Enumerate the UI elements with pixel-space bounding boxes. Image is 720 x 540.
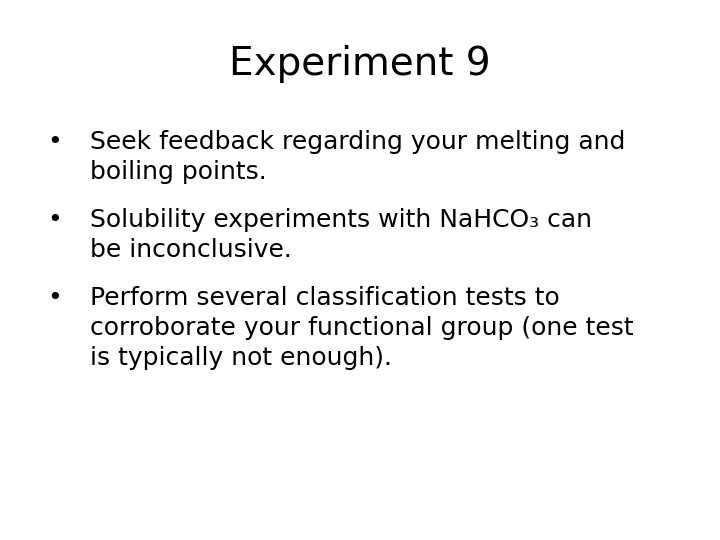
- Text: Experiment 9: Experiment 9: [229, 45, 491, 83]
- Text: •: •: [48, 286, 63, 310]
- Text: be inconclusive.: be inconclusive.: [90, 238, 292, 262]
- Text: Seek feedback regarding your melting and: Seek feedback regarding your melting and: [90, 130, 626, 154]
- Text: is typically not enough).: is typically not enough).: [90, 346, 392, 370]
- Text: Solubility experiments with NaHCO₃ can: Solubility experiments with NaHCO₃ can: [90, 208, 592, 232]
- Text: •: •: [48, 208, 63, 232]
- Text: boiling points.: boiling points.: [90, 160, 266, 184]
- Text: Perform several classification tests to: Perform several classification tests to: [90, 286, 559, 310]
- Text: corroborate your functional group (one test: corroborate your functional group (one t…: [90, 316, 634, 340]
- Text: •: •: [48, 130, 63, 154]
